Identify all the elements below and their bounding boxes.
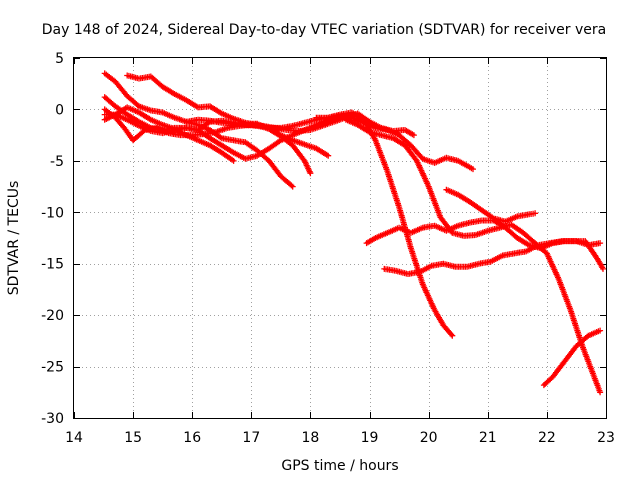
x-tick-label: 15 (124, 430, 142, 446)
x-tick-label: 14 (65, 430, 83, 446)
series-track-5 (101, 94, 349, 162)
plot-frame (73, 57, 607, 419)
x-tick-label: 17 (242, 430, 260, 446)
x-tick-label: 16 (183, 430, 201, 446)
y-tick-label: -5 (50, 154, 64, 170)
series-markers (443, 186, 539, 225)
series-track-2 (124, 72, 332, 159)
series-markers (124, 72, 332, 159)
y-tick-label: -15 (41, 257, 64, 273)
x-tick-label: 22 (538, 430, 556, 446)
series-markers (183, 109, 456, 339)
x-tick-labels: 14 15 16 17 18 19 20 21 22 23 (65, 430, 615, 446)
series-markers (101, 104, 237, 164)
y-tick-label: 0 (55, 102, 64, 118)
x-tick-label: 23 (597, 430, 615, 446)
series-track-13 (540, 327, 604, 389)
x-tick-label: 19 (361, 430, 379, 446)
series-track-7 (183, 109, 456, 339)
x-tick-label: 18 (302, 430, 320, 446)
series-markers (313, 112, 476, 173)
y-tick-label: -10 (41, 205, 64, 221)
x-tick-label: 21 (479, 430, 497, 446)
series-track-12 (443, 186, 539, 225)
x-tick-label: 20 (420, 430, 438, 446)
chart-title: Day 148 of 2024, Sidereal Day-to-day VTE… (42, 22, 606, 38)
series-markers (381, 238, 606, 277)
y-tick-label: -20 (41, 308, 64, 324)
y-tick-label: 5 (55, 51, 64, 67)
data-series (101, 70, 606, 396)
series-track-11 (381, 238, 606, 277)
series-markers (342, 116, 604, 396)
series-track-6 (101, 104, 237, 164)
series-track-9 (342, 116, 604, 396)
series-markers (101, 94, 349, 162)
series-track-8 (313, 112, 476, 173)
y-tick-label: -30 (41, 411, 64, 427)
series-markers (540, 327, 604, 389)
y-tick-labels: 5 0 -5 -10 -15 -20 -25 -30 (41, 51, 64, 427)
y-tick-label: -25 (41, 360, 64, 376)
y-axis-label: SDTVAR / TECUs (6, 181, 22, 296)
x-axis-label: GPS time / hours (281, 458, 398, 474)
